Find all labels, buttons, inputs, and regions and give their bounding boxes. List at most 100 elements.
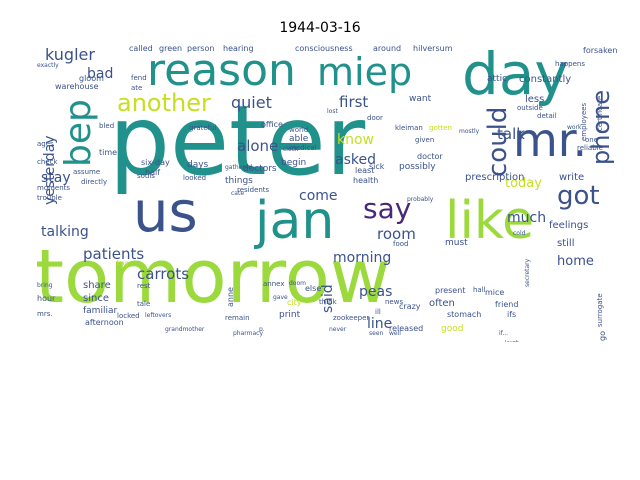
word-less: less — [525, 94, 545, 105]
word-ifs: ifs — [507, 310, 517, 319]
word-sick: sick — [369, 162, 385, 171]
word-residents: residents — [237, 186, 270, 194]
word-mostly: mostly — [459, 128, 480, 135]
word-reliable: reliable — [577, 144, 603, 152]
word-day: day — [462, 45, 569, 108]
word-released: released — [389, 324, 424, 333]
word-exactly: exactly — [37, 62, 59, 69]
word-souls: souls — [137, 172, 155, 180]
word-cold: cold — [513, 230, 526, 237]
word-consciousness: consciousness — [295, 45, 353, 53]
word-possibly: possibly — [399, 162, 436, 172]
word-ages: ages — [37, 140, 54, 148]
word-begin: begin — [281, 158, 307, 168]
word-outside: outside — [517, 104, 543, 112]
word-check: check — [37, 158, 58, 166]
word-gathered: gathered — [225, 164, 253, 171]
word-kleiman: kleiman — [395, 124, 423, 132]
word-certificate: certificate — [596, 95, 604, 131]
word-bep: bep — [58, 99, 99, 167]
word-given: given — [415, 136, 435, 144]
word-must: must — [445, 238, 468, 248]
word-still: still — [557, 238, 575, 249]
word-patients: patients — [83, 245, 145, 263]
word-today: today — [505, 176, 542, 191]
word-city: city — [287, 298, 302, 307]
word-think: think — [319, 298, 337, 306]
word-feelings: feelings — [549, 220, 589, 231]
word-time: time — [99, 148, 118, 157]
word-forsaken: forsaken — [583, 46, 618, 55]
word-fend: fend — [131, 74, 147, 82]
word-world: world — [289, 126, 309, 134]
word-around: around — [373, 45, 402, 53]
word-called: called — [129, 45, 153, 53]
word-least: least — [355, 166, 375, 175]
word-asked: asked — [335, 152, 376, 168]
word-doctor: doctor — [417, 152, 443, 161]
word-cate: cate — [231, 190, 245, 197]
word-ate: ate — [131, 84, 143, 92]
word-gave: gave — [273, 294, 288, 301]
word-news: news — [385, 298, 404, 306]
word-six-day: six-day — [141, 158, 170, 167]
word-ill: ill — [375, 308, 381, 316]
word-door: door — [367, 114, 383, 122]
word-room: room — [377, 225, 416, 243]
word-gloom: gloom — [79, 74, 104, 83]
word-friend: friend — [495, 300, 519, 309]
word-never: never — [329, 326, 347, 333]
word-hilversum: hilversum — [413, 45, 453, 53]
word-well: well — [389, 330, 401, 337]
word-hour: hour — [37, 294, 56, 303]
word-first: first — [339, 93, 369, 111]
word-crazy: crazy — [399, 302, 421, 311]
word-looked: looked — [183, 174, 207, 182]
word-familiar: familiar — [83, 306, 118, 316]
word-clock: clock — [283, 146, 299, 153]
word-since: since — [83, 293, 109, 304]
word-employees: employees — [580, 102, 588, 141]
word-go: go — [598, 331, 607, 341]
word-want: want — [409, 94, 432, 104]
word-jan: jan — [255, 191, 335, 251]
word-green: green — [159, 45, 183, 53]
word-got: got — [557, 181, 600, 211]
word-mrs: mrs. — [37, 310, 53, 318]
word-afternoon: afternoon — [85, 318, 124, 327]
word-prescription: prescription — [465, 172, 525, 183]
word-office: office — [261, 120, 283, 129]
word-like: like — [445, 191, 535, 251]
word-able: able — [289, 134, 309, 144]
word-grateful: grateful — [189, 124, 217, 132]
word-leftovers: leftovers — [145, 312, 172, 319]
word-good: good — [441, 324, 464, 334]
word-present: present — [435, 286, 466, 295]
word-p: p. — [259, 326, 265, 333]
word-write: write — [559, 172, 585, 183]
word-secretary: secretary — [524, 258, 531, 287]
word-medical: medical — [289, 144, 317, 152]
word-home: home — [557, 254, 594, 269]
word-print: print — [279, 310, 301, 320]
word-warehouse: warehouse — [55, 82, 99, 91]
word-stomach: stomach — [447, 310, 482, 319]
word-locked: locked — [117, 312, 140, 320]
word-one: one — [585, 136, 599, 144]
word-hall: hall — [473, 286, 486, 294]
word-bled: bled — [99, 122, 115, 130]
word-pharmacy: pharmacy — [233, 330, 264, 337]
word-else: else — [305, 284, 322, 293]
word-mr: mr. — [513, 113, 588, 167]
word-line: line — [367, 316, 393, 332]
word-morning: morning — [333, 250, 392, 266]
word-bring: bring — [37, 282, 53, 289]
word-often: often — [429, 298, 455, 309]
word-come: come — [299, 188, 338, 204]
word-attic: attic — [487, 74, 508, 84]
chart-title: 1944-03-16 — [279, 20, 361, 36]
word-anne: anne — [226, 287, 235, 307]
word-zookeeper: zookeeper — [333, 314, 370, 322]
word-work: work — [567, 124, 582, 131]
word-talking: talking — [41, 224, 89, 240]
